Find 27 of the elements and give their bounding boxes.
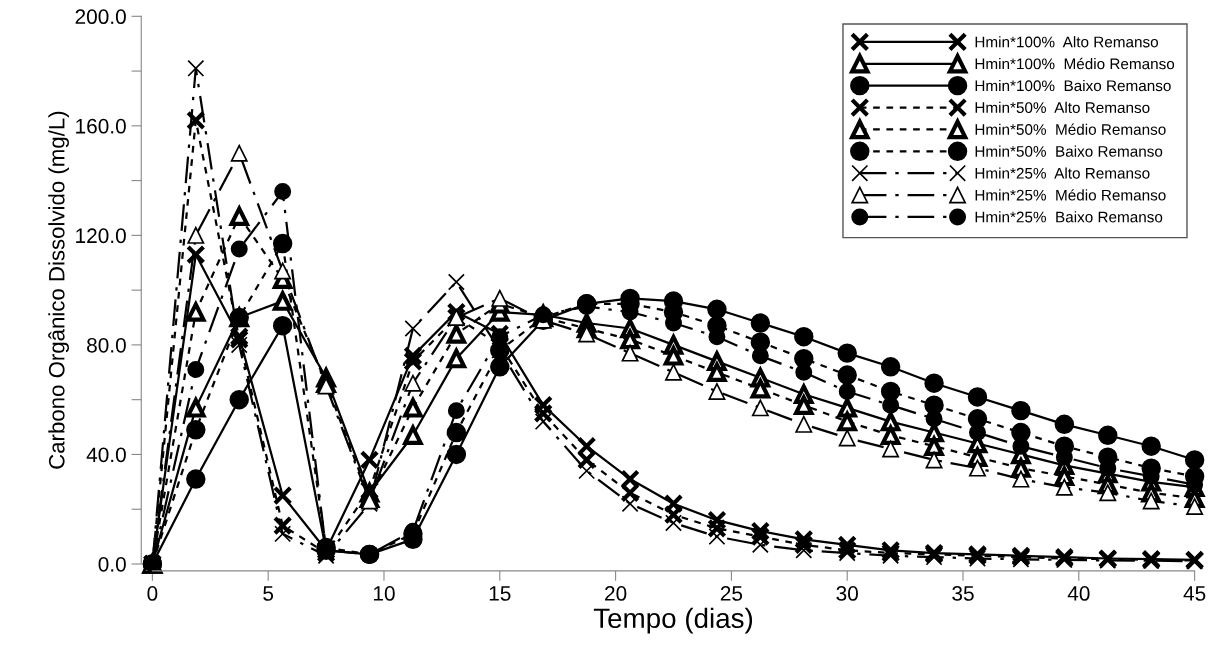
y-tick-label: 200.0 bbox=[75, 9, 126, 25]
y-tick-label: 160.0 bbox=[76, 118, 126, 134]
x-tick-label: 10 bbox=[373, 586, 395, 601]
x-tick-label: 30 bbox=[836, 586, 858, 601]
y-tick-label: 0.0 bbox=[98, 556, 126, 572]
legend-label: Hmin*25% Alto Remanso bbox=[975, 167, 1150, 179]
legend-label: Hmin*25% Baixo Remanso bbox=[975, 211, 1163, 223]
x-tick-label: 15 bbox=[489, 586, 511, 601]
legend-label: Hmin*100% Alto Remanso bbox=[975, 36, 1158, 48]
legend-label: Hmin*50% Baixo Remanso bbox=[975, 145, 1163, 157]
x-tick-label: 20 bbox=[605, 586, 627, 601]
y-tick-label: 120.0 bbox=[76, 228, 126, 244]
x-axis-title: Tempo (dias) bbox=[593, 607, 753, 634]
y-tick-label: 40.0 bbox=[86, 447, 126, 463]
x-tick-label: 40 bbox=[1067, 586, 1090, 601]
legend-label: Hmin*100% Baixo Remanso bbox=[975, 79, 1171, 92]
y-axis-title: Carbono Orgânico Dissolvido (mg/L) bbox=[48, 111, 69, 469]
x-tick-label: 25 bbox=[720, 586, 743, 601]
legend-label: Hmin*25% Médio Remanso bbox=[975, 189, 1166, 201]
legend-label: Hmin*100% Médio Remanso bbox=[975, 57, 1175, 70]
x-tick-label: 45 bbox=[1183, 586, 1206, 601]
legend-label: Hmin*50% Alto Remanso bbox=[975, 101, 1150, 114]
y-tick-label: 80.0 bbox=[87, 337, 126, 353]
legend-label: Hmin*50% Médio Remanso bbox=[975, 123, 1166, 135]
x-tick-label: 5 bbox=[263, 586, 274, 601]
x-tick-label: 0 bbox=[147, 586, 158, 601]
x-tick-label: 35 bbox=[952, 586, 974, 601]
